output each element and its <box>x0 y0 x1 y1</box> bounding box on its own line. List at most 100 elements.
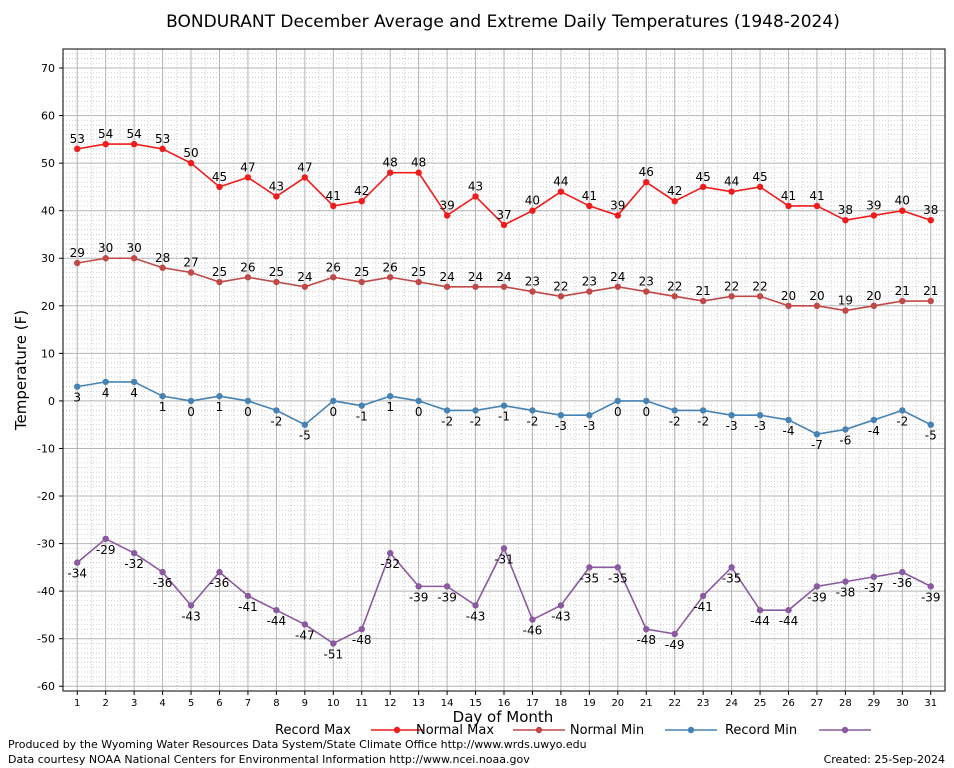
normal-min-data-label: 0 <box>614 405 622 419</box>
normal-max-point <box>785 302 792 309</box>
normal-min-point <box>643 397 650 405</box>
x-tick-label: 7 <box>245 698 251 709</box>
record-max-point <box>813 202 821 210</box>
normal-max-data-label: 25 <box>354 265 369 279</box>
normal-min-data-label: -2 <box>669 414 681 428</box>
record-max-data-label: 50 <box>183 146 198 160</box>
record-max-data-label: 54 <box>126 127 141 141</box>
record-min-data-label: -36 <box>893 576 913 590</box>
record-min-data-label: -43 <box>181 609 201 623</box>
y-tick-label: -30 <box>37 538 55 551</box>
normal-max-data-label: 24 <box>297 270 312 284</box>
record-min-point <box>899 568 906 576</box>
y-tick-label: 70 <box>41 62 55 75</box>
x-tick-label: 28 <box>839 698 852 709</box>
normal-max-data-label: 26 <box>240 260 255 274</box>
normal-max-point <box>415 278 422 286</box>
record-min-point <box>842 578 849 585</box>
normal-max-data-label: 23 <box>525 275 540 289</box>
record-max-data-label: 45 <box>696 170 711 184</box>
y-tick-label: -60 <box>37 680 55 693</box>
y-tick-label: 20 <box>41 300 55 313</box>
legend-item-normal-max: Normal Max <box>416 723 565 738</box>
footer-data-courtesy: Data courtesy NOAA National Centers for … <box>8 753 530 766</box>
normal-max-data-label: 22 <box>553 279 568 293</box>
x-tick-label: 9 <box>302 698 308 709</box>
record-min-data-label: -48 <box>352 633 372 647</box>
record-min-data-label: -32 <box>380 557 400 571</box>
record-max-data-label: 47 <box>240 160 255 174</box>
record-min-data-label: -41 <box>238 600 258 614</box>
record-max-point <box>358 197 365 205</box>
normal-max-point <box>586 288 593 295</box>
record-min-point <box>273 606 280 614</box>
series-normal-min: 3 4 4 1 0 1 0 -2 -5 0 -1 1 0 -2 -2 -1 -2 -3 -3 0 0 -2 -2 -3 -3 -4… <box>73 378 937 452</box>
record-max-data-label: 41 <box>809 189 824 203</box>
record-max-data-label: 40 <box>525 194 540 208</box>
record-min-point <box>443 583 451 590</box>
x-tick-label: 30 <box>896 698 909 709</box>
record-min-data-label: -39 <box>921 590 941 604</box>
normal-max-data-label: 27 <box>183 256 198 270</box>
record-min-point <box>756 606 764 614</box>
normal-min-data-label: -5 <box>925 429 937 443</box>
normal-min-point <box>586 411 593 419</box>
record-min-point <box>301 621 309 628</box>
record-max-data-label: 39 <box>439 198 454 212</box>
normal-min-point <box>386 392 394 400</box>
normal-max-data-label: 26 <box>326 260 341 274</box>
normal-min-data-label: -2 <box>697 414 709 428</box>
record-min-point <box>187 602 195 609</box>
record-max-data-label: 43 <box>468 179 483 193</box>
legend-label: Record Min <box>725 723 797 738</box>
record-min-data-label: -29 <box>96 543 116 557</box>
normal-max-point <box>728 293 735 300</box>
normal-min-point <box>557 411 565 419</box>
x-tick-label: 6 <box>216 698 222 709</box>
normal-min-point <box>74 383 81 390</box>
legend-swatch-marker <box>535 726 543 734</box>
legend-label: Normal Max <box>416 723 494 738</box>
legend: Record Max Normal Max Normal Min Record Min <box>275 723 871 738</box>
normal-max-point <box>102 255 109 262</box>
record-min-data-label: -36 <box>153 576 173 590</box>
normal-max-point <box>813 302 821 309</box>
record-max-point <box>927 217 934 224</box>
record-max-point <box>529 207 536 214</box>
normal-min-data-label: -2 <box>470 414 482 428</box>
normal-max-data-label: 22 <box>724 279 739 293</box>
record-min-point <box>671 630 678 638</box>
normal-min-data-label: 3 <box>73 391 81 405</box>
record-min-point <box>130 549 138 557</box>
record-max-data-label: 41 <box>781 189 796 203</box>
normal-min-point <box>899 407 906 414</box>
record-min-point <box>102 535 109 543</box>
record-max-data-label: 43 <box>269 179 284 193</box>
x-tick-label: 5 <box>188 698 194 709</box>
record-min-point <box>870 573 878 581</box>
record-min-data-label: -39 <box>409 590 429 604</box>
x-tick-label: 19 <box>583 698 596 709</box>
normal-min-data-label: -2 <box>526 414 538 428</box>
record-min-data-label: -48 <box>636 633 656 647</box>
record-max-data-label: 39 <box>610 198 625 212</box>
normal-max-data-label: 25 <box>269 265 284 279</box>
normal-min-data-label: 1 <box>386 400 394 414</box>
normal-max-data-label: 24 <box>439 270 454 284</box>
normal-max-point <box>74 259 81 267</box>
x-tick-label: 12 <box>384 698 397 709</box>
normal-min-point <box>216 392 223 400</box>
record-min-data-label: -49 <box>665 638 685 652</box>
legend-label: Normal Min <box>570 723 644 738</box>
record-max-data-label: 47 <box>297 160 312 174</box>
normal-min-data-label: -2 <box>441 414 453 428</box>
normal-max-point <box>671 293 678 300</box>
normal-min-data-label: 1 <box>159 400 167 414</box>
normal-max-point <box>699 297 707 305</box>
x-tick-label: 26 <box>782 698 795 709</box>
normal-min-point <box>500 402 508 409</box>
record-max-data-label: 40 <box>895 194 910 208</box>
normal-max-point <box>842 307 849 314</box>
x-tick-label: 8 <box>273 698 279 709</box>
normal-min-point <box>785 416 792 424</box>
